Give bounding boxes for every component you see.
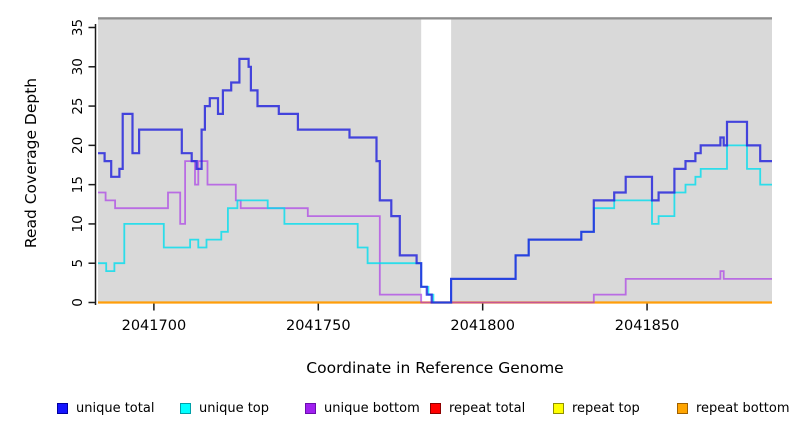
- series-line-unique-total: [98, 57, 772, 304]
- x-tick-label: 2041750: [286, 318, 351, 334]
- x-axis-title: Coordinate in Reference Genome: [306, 359, 564, 377]
- y-axis-title: Read Coverage Depth: [22, 77, 40, 249]
- y-tick-label: 10: [70, 215, 86, 232]
- y-tick-label: 5: [70, 259, 86, 268]
- y-tick-label: 0: [70, 298, 86, 307]
- y-tick-label: 20: [70, 137, 86, 154]
- series-line-unique-bottom: [98, 160, 772, 304]
- x-tick-label: 2041800: [450, 318, 515, 334]
- coverage-gap-band: [421, 19, 452, 304]
- y-tick-label: 35: [70, 19, 86, 36]
- plot-top-border: [98, 17, 772, 20]
- y-tick-label: 15: [70, 176, 86, 193]
- y-tick-label: 25: [70, 97, 86, 114]
- x-tick-label: 2041700: [122, 318, 187, 334]
- x-tick-label: 2041850: [615, 318, 680, 334]
- y-tick-label: 30: [70, 58, 86, 75]
